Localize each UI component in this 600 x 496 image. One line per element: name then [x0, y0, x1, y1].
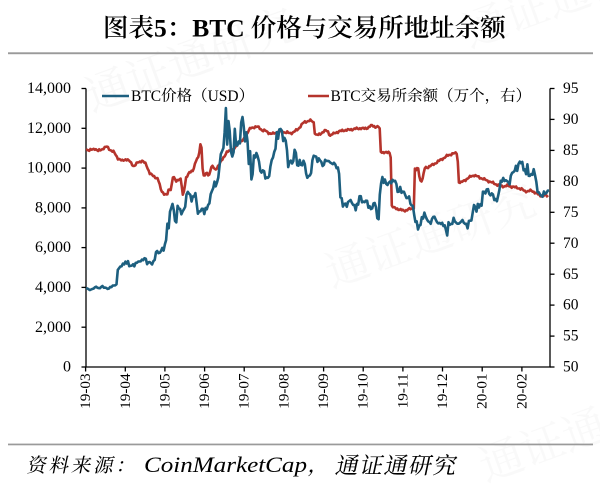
svg-text:5: 5 — [154, 14, 167, 43]
svg-text:2,000: 2,000 — [35, 319, 71, 336]
svg-text:19-04: 19-04 — [117, 373, 134, 409]
svg-text:BTC: BTC — [331, 88, 361, 105]
svg-text:75: 75 — [563, 204, 579, 221]
svg-text:60: 60 — [563, 297, 579, 314]
svg-text:85: 85 — [563, 142, 579, 159]
svg-text:19-07: 19-07 — [236, 373, 253, 409]
svg-text:80: 80 — [563, 173, 579, 190]
svg-text:4,000: 4,000 — [35, 279, 71, 296]
svg-text:95: 95 — [563, 80, 579, 97]
svg-text:19-10: 19-10 — [355, 373, 372, 409]
svg-text:USD: USD — [208, 88, 239, 105]
svg-text:90: 90 — [563, 111, 579, 128]
svg-text:12,000: 12,000 — [27, 120, 71, 137]
svg-text:14,000: 14,000 — [27, 80, 71, 97]
svg-text:19-08: 19-08 — [275, 373, 292, 409]
svg-text:BTC: BTC — [131, 88, 161, 105]
svg-text:8,000: 8,000 — [35, 200, 71, 217]
svg-text:CoinMarketCap: CoinMarketCap — [144, 452, 307, 477]
svg-text:19-05: 19-05 — [156, 373, 173, 408]
svg-text:55: 55 — [563, 328, 579, 345]
svg-text:20-02: 20-02 — [513, 373, 530, 408]
svg-text:0: 0 — [63, 359, 71, 376]
svg-text:19-09: 19-09 — [315, 373, 332, 408]
svg-text:19-03: 19-03 — [77, 373, 94, 408]
svg-text:50: 50 — [563, 359, 579, 376]
svg-text:20-01: 20-01 — [474, 373, 491, 408]
svg-text:70: 70 — [563, 235, 579, 252]
svg-text:6,000: 6,000 — [35, 239, 71, 256]
svg-text:19-06: 19-06 — [196, 373, 213, 409]
svg-text:BTC: BTC — [192, 14, 244, 43]
svg-text:19-12: 19-12 — [434, 373, 451, 408]
svg-text:65: 65 — [563, 266, 579, 283]
svg-text:19-11: 19-11 — [394, 373, 411, 408]
svg-text:10,000: 10,000 — [27, 160, 71, 177]
